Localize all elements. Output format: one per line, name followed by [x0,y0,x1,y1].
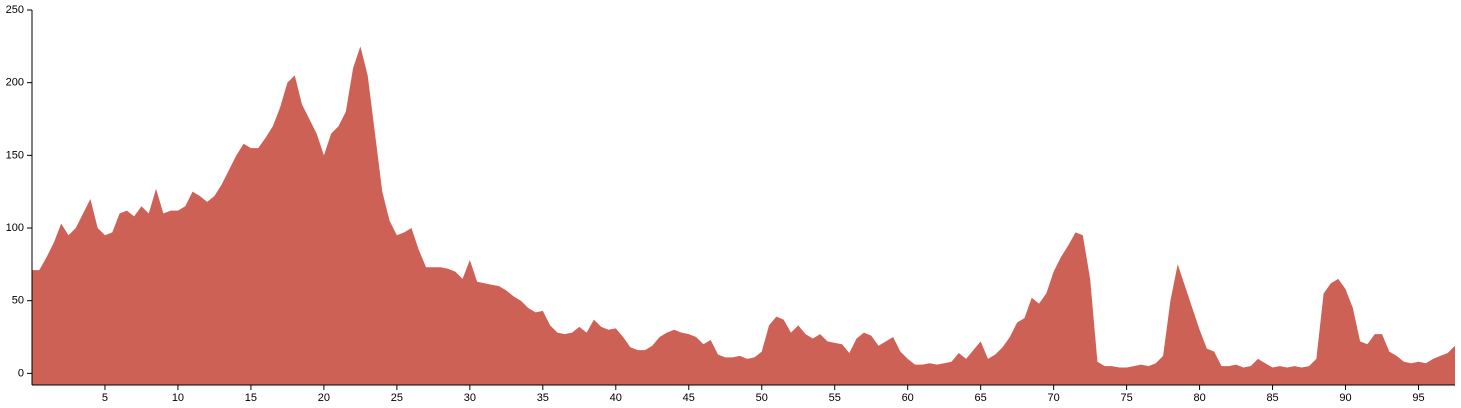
x-tick-label: 60 [902,392,914,404]
x-tick-label: 75 [1120,392,1132,404]
x-tick-label: 65 [975,392,987,404]
x-tick-label: 95 [1412,392,1424,404]
y-tick-label: 250 [6,4,24,16]
y-tick-label: 150 [6,149,24,161]
x-tick-label: 30 [464,392,476,404]
x-tick-label: 25 [391,392,403,404]
x-tick-label: 80 [1193,392,1205,404]
x-tick-label: 40 [610,392,622,404]
x-tick-label: 20 [318,392,330,404]
x-tick-label: 15 [245,392,257,404]
x-tick-label: 70 [1048,392,1060,404]
x-tick-label: 35 [537,392,549,404]
x-tick-label: 10 [172,392,184,404]
x-tick-label: 45 [683,392,695,404]
x-tick-label: 55 [829,392,841,404]
x-tick-label: 5 [102,392,108,404]
x-tick-label: 90 [1339,392,1351,404]
y-tick-label: 100 [6,222,24,234]
x-tick-label: 85 [1266,392,1278,404]
y-tick-label: 200 [6,77,24,89]
y-tick-label: 0 [18,367,24,379]
area [32,46,1455,385]
y-tick-label: 50 [12,295,24,307]
x-tick-label: 50 [756,392,768,404]
